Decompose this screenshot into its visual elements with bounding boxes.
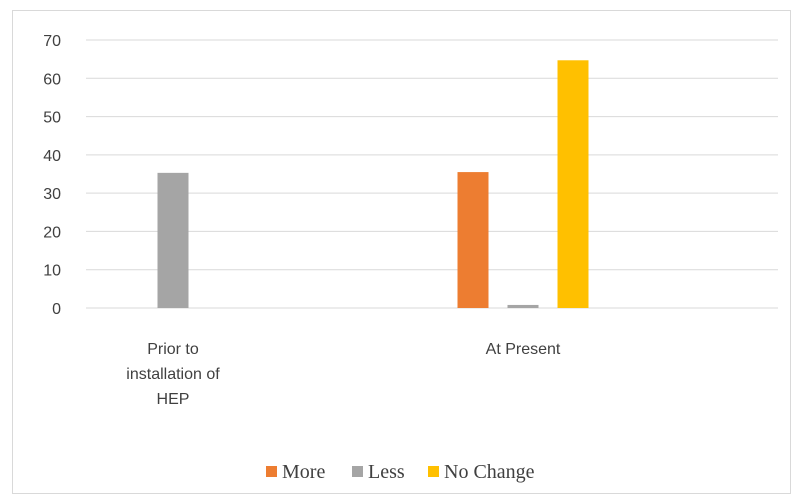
legend-label-no-change: No Change [444, 461, 535, 483]
x-axis-labels: Prior to installation of HEP At Present [126, 341, 561, 408]
y-tick-label: 60 [43, 71, 61, 88]
y-tick-label: 30 [43, 186, 61, 203]
bar-less-0 [157, 172, 189, 308]
bars [157, 60, 589, 308]
legend-label-less: Less [368, 461, 405, 483]
bar-less-1 [507, 304, 539, 308]
legend: More Less No Change [266, 461, 535, 483]
gridlines [86, 39, 778, 309]
legend-swatch-less [352, 466, 363, 477]
y-axis-ticks: 0 10 20 30 40 50 60 70 [43, 33, 61, 318]
x-category-label: At Present [486, 341, 561, 358]
bar-more-1 [457, 172, 489, 308]
x-category-label: HEP [157, 391, 190, 408]
chart-frame [12, 10, 791, 494]
x-category-label: Prior to [147, 341, 199, 358]
y-tick-label: 70 [43, 33, 61, 50]
legend-swatch-more [266, 466, 277, 477]
y-tick-label: 50 [43, 110, 61, 127]
x-category-label: installation of [126, 366, 220, 383]
y-tick-label: 10 [43, 263, 61, 280]
legend-swatch-no-change [428, 466, 439, 477]
y-tick-label: 40 [43, 148, 61, 165]
y-tick-label: 20 [43, 224, 61, 241]
y-tick-label: 0 [52, 301, 61, 318]
legend-label-more: More [282, 461, 325, 483]
bar-no-change-1 [557, 60, 589, 308]
